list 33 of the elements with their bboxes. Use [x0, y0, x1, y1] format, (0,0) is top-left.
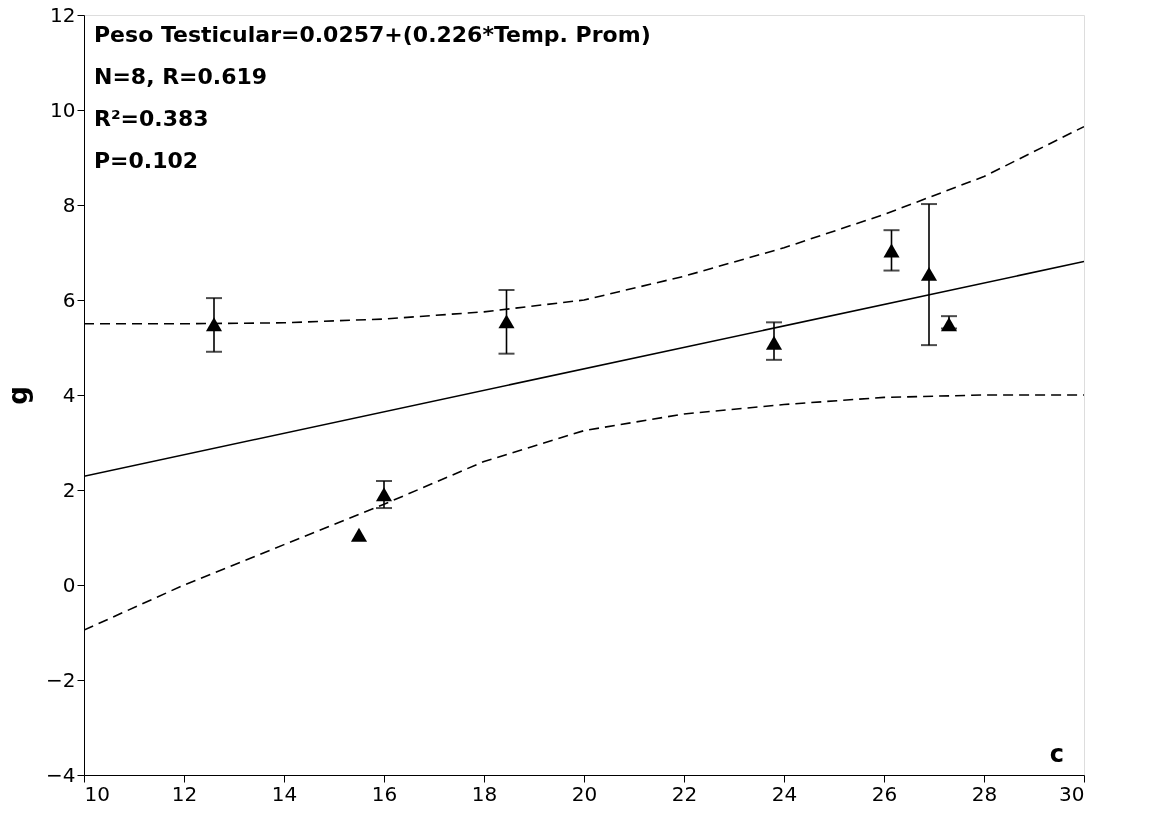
x-tick-label: 26 — [871, 781, 898, 806]
annotation: c — [1049, 740, 1064, 768]
x-tick-label: 18 — [471, 781, 498, 806]
y-axis-title: g — [3, 386, 34, 405]
y-tick-label: 0 — [62, 572, 76, 597]
point — [498, 314, 515, 329]
x-tick-label: 28 — [971, 781, 998, 806]
point — [920, 266, 938, 281]
y-tick-label: 6 — [62, 287, 76, 312]
x-tick-label: 22 — [671, 781, 698, 806]
y-tick-label: −4 — [46, 762, 76, 787]
x-tick-label: 20 — [571, 781, 598, 806]
annotation: Peso Testicular=0.0257+(0.226*Temp. Prom) — [94, 22, 651, 47]
point — [205, 317, 223, 332]
point — [375, 487, 393, 502]
y-tick-label: 12 — [50, 2, 76, 27]
y-tick-label: 2 — [62, 477, 76, 502]
annotation: P=0.102 — [94, 148, 199, 173]
y-tick-label: −2 — [46, 667, 76, 692]
x-tick-label: 10 — [84, 781, 110, 806]
x-tick-label: 14 — [271, 781, 298, 806]
point — [350, 527, 368, 542]
point — [883, 243, 900, 258]
annotation: R²=0.383 — [94, 106, 209, 131]
x-tick-label: 16 — [371, 781, 398, 806]
x-tick-label: 24 — [771, 781, 798, 806]
y-tick-label: 10 — [50, 97, 76, 122]
point — [765, 335, 783, 350]
annotation: N=8, R=0.619 — [94, 64, 268, 89]
x-tick-label: 12 — [171, 781, 198, 806]
y-tick-label: 4 — [62, 382, 76, 407]
x-tick-label: 30 — [1059, 781, 1085, 806]
y-tick-label: 8 — [62, 192, 76, 217]
